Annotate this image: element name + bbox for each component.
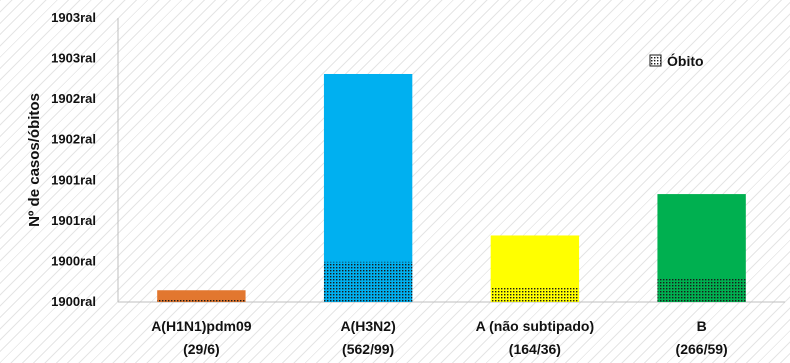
bar-deaths bbox=[490, 287, 580, 302]
category-count-label: (562/99) bbox=[342, 341, 394, 357]
bar-deaths bbox=[657, 278, 746, 302]
y-tick-label: 1901ral bbox=[51, 172, 96, 187]
legend-label-obito: Óbito bbox=[667, 52, 704, 69]
legend: Óbito bbox=[649, 52, 704, 69]
y-tick-label: 1900ral bbox=[51, 294, 96, 309]
y-tick-label: 1902ral bbox=[51, 132, 96, 147]
category-label: B bbox=[697, 318, 707, 334]
bars bbox=[157, 73, 746, 302]
y-tick-label: 1903ral bbox=[51, 10, 96, 25]
bar-deaths bbox=[323, 261, 413, 302]
y-tick-label: 1903ral bbox=[51, 51, 96, 66]
category-label: A(H3N2) bbox=[341, 318, 396, 334]
legend-swatch-obito bbox=[649, 54, 662, 67]
bar-cases bbox=[157, 290, 246, 302]
y-tick-label: 1900ral bbox=[51, 253, 96, 268]
y-axis-ticks: 1900ral 1900ral 1901ral 1901ral 1902ral 1902r… bbox=[51, 10, 96, 309]
category-count-label: (164/36) bbox=[509, 341, 561, 357]
bar-deaths bbox=[157, 299, 246, 302]
category-label: A(H1N1)pdm09 bbox=[151, 318, 252, 334]
y-tick-label: 1901ral bbox=[51, 213, 96, 228]
category-count-label: (266/59) bbox=[676, 341, 728, 357]
y-tick-label: 1902ral bbox=[51, 91, 96, 106]
category-count-label: (29/6) bbox=[183, 341, 220, 357]
y-axis-label: Nº de casos/óbitos bbox=[26, 93, 43, 227]
category-labels: A(H1N1)pdm09 (29/6) A(H3N2) (562/99) A (não … bbox=[151, 318, 728, 357]
category-label: A (não subtipado) bbox=[476, 318, 594, 334]
svg-text:Nº de casos/óbitos: Nº de casos/óbitos bbox=[26, 93, 43, 227]
